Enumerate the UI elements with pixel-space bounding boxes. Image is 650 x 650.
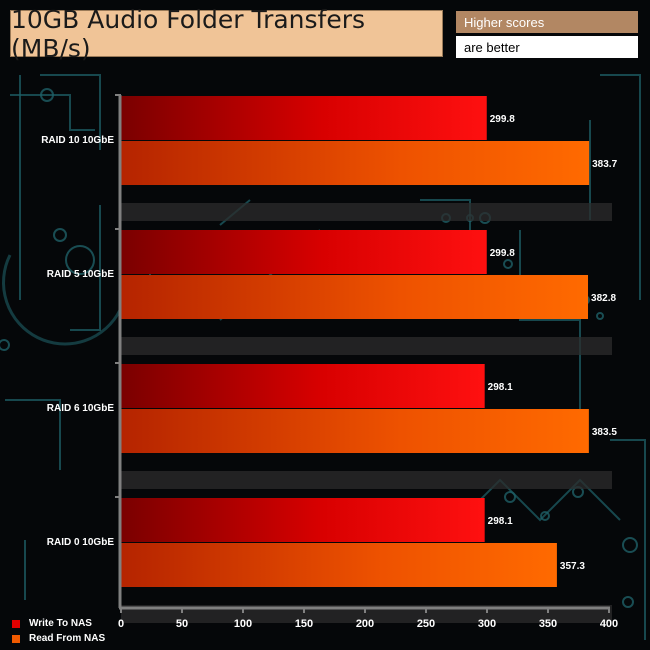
legend: Write To NAS Read From NAS <box>12 616 105 646</box>
x-tick-label: 300 <box>478 618 496 630</box>
legend-label-read: Read From NAS <box>29 633 106 644</box>
circuit-trace <box>459 478 621 522</box>
data-label: 357.3 <box>560 561 585 572</box>
circuit-trace <box>70 205 101 331</box>
chart-title: 10GB Audio Folder Transfers (MB/s) <box>10 5 443 63</box>
circuit-node <box>503 259 513 269</box>
data-label: 383.7 <box>592 159 617 170</box>
legend-swatch-write <box>12 619 20 628</box>
category-label: RAID 10 10GbE <box>41 135 114 146</box>
note-are-better: are better <box>456 36 638 58</box>
circuit-node <box>0 339 10 351</box>
legend-item-read: Read From NAS <box>12 631 105 646</box>
category-band-shadow <box>121 337 612 355</box>
category-bands <box>121 203 612 623</box>
bar-write <box>121 230 487 274</box>
x-tick-label: 50 <box>176 618 188 630</box>
circuit-node <box>504 491 516 503</box>
circuit-node <box>53 228 67 242</box>
circuit-arc <box>2 254 122 346</box>
data-label: 382.8 <box>591 293 616 304</box>
bar-write <box>121 96 487 140</box>
note-higher-scores: Higher scores <box>456 11 638 33</box>
category-label: RAID 6 10GbE <box>47 403 115 414</box>
bar-read <box>121 141 590 185</box>
circuit-trace <box>40 74 101 150</box>
bars-layer <box>121 96 590 587</box>
circuit-node <box>596 312 604 320</box>
circuit-trace <box>420 199 471 240</box>
circuit-trace <box>519 230 581 420</box>
circuit-node <box>622 537 638 553</box>
circuit-trace <box>610 439 646 640</box>
category-label: RAID 0 10GbE <box>47 537 115 548</box>
x-tick-label: 100 <box>234 618 252 630</box>
category-label: RAID 5 10GbE <box>47 269 115 280</box>
circuit-node <box>40 88 54 102</box>
circuit-trace <box>600 74 641 300</box>
axes-layer <box>115 94 610 613</box>
x-tick-label: 400 <box>600 618 618 630</box>
legend-swatch-read <box>12 634 20 643</box>
category-band-shadow <box>121 203 612 221</box>
circuit-trace <box>10 94 95 131</box>
data-label: 298.1 <box>488 382 513 393</box>
circuit-trace <box>5 399 61 470</box>
x-tick-label: 200 <box>356 618 374 630</box>
data-label: 299.8 <box>490 114 515 125</box>
x-tick-label: 250 <box>417 618 435 630</box>
data-label: 299.8 <box>490 248 515 259</box>
bar-write <box>121 498 485 542</box>
bar-read <box>121 543 557 587</box>
bar-write <box>121 364 485 408</box>
legend-label-write: Write To NAS <box>29 618 92 629</box>
labels-layer: 299.8 383.7 RAID 10 10GbE 299.8 382.8 RAID 5 … <box>41 114 618 630</box>
data-label: 298.1 <box>488 516 513 527</box>
x-tick-label: 150 <box>295 618 313 630</box>
circuit-node <box>622 596 634 608</box>
x-tick-label: 0 <box>118 618 124 630</box>
bar-read <box>121 275 589 319</box>
legend-item-write: Write To NAS <box>12 616 105 631</box>
circuit-node <box>540 511 550 521</box>
data-label: 383.5 <box>592 427 617 438</box>
x-tick-label: 350 <box>539 618 557 630</box>
bar-read <box>121 409 589 453</box>
circuit-node <box>65 245 95 275</box>
category-band-shadow <box>121 471 612 489</box>
